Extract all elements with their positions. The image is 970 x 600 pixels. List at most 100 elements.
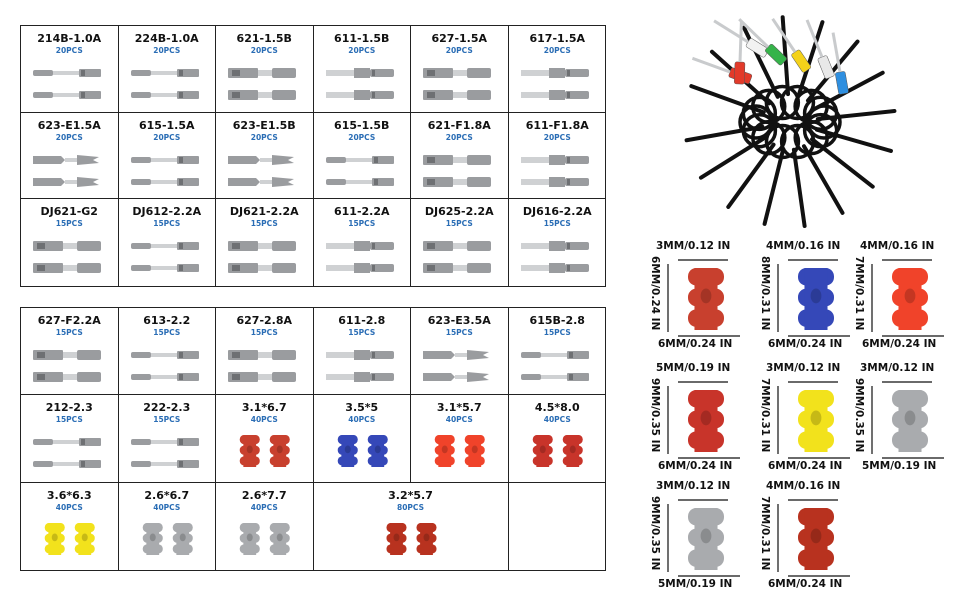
part-quantity: 15PCS — [55, 415, 83, 425]
part-code: 3.1*6.7 — [241, 401, 287, 415]
part-code: 613-2.2 — [143, 314, 191, 327]
seal-spec: 3MM/0.12 IN 9MM/0.35 IN 5MM/0.19 IN — [648, 480, 753, 595]
seal-icon — [871, 259, 944, 337]
part-code: 3.2*5.7 — [388, 488, 433, 502]
terminal-cell: 623-E1.5A 20PCS — [21, 112, 119, 200]
terminal-cell: 615B-2.8 15PCS — [508, 308, 606, 396]
seal-spec: 5MM/0.19 IN 9MM/0.35 IN 6MM/0.24 IN — [648, 362, 753, 477]
terminal-icon — [520, 154, 589, 187]
seal-side-dimension: 9MM/0.35 IN — [649, 496, 661, 571]
tool-arm — [802, 144, 845, 215]
terminal-cell: DJ621-2.2A 15PCS — [216, 199, 314, 286]
seal-spec: 3MM/0.12 IN 7MM/0.31 IN 6MM/0.24 IN — [758, 362, 863, 477]
terminal-icon — [33, 69, 101, 99]
terminal-icon — [130, 242, 199, 273]
part-quantity: 20PCS — [348, 46, 376, 55]
tool-ring — [779, 123, 816, 160]
terminal-grid-bottom: 627-F2.2A 15PCS 613-2.2 15PCS 627-2.8A 15PCS 6… — [20, 307, 606, 571]
seal-side-dimension: 7MM/0.31 IN — [759, 496, 771, 571]
part-code: 623-E3.5A — [427, 314, 491, 327]
part-code: 214B-1.0A — [37, 32, 102, 45]
tool-arm — [791, 147, 807, 228]
seal-icon — [667, 259, 740, 337]
terminal-icon — [423, 241, 491, 274]
seal-spec: 3MM/0.12 IN 9MM/0.35 IN 5MM/0.19 IN — [852, 362, 957, 477]
seal-icon — [667, 381, 740, 459]
part-quantity: 20PCS — [543, 46, 571, 55]
tool-ring — [750, 88, 787, 125]
tool-handle — [734, 21, 746, 85]
terminal-cell: DJ616-2.2A 15PCS — [509, 199, 607, 286]
seal-spec: 4MM/0.16 IN 7MM/0.31 IN 6MM/0.24 IN — [758, 480, 863, 595]
part-code: 615-1.5A — [138, 118, 195, 132]
seal-dimensions-panel: 3MM/0.12 IN 6MM/0.24 IN 6MM/0.24 IN 4MM/0.1… — [630, 236, 970, 600]
terminal-cell: DJ621-G2 15PCS — [21, 199, 119, 286]
terminal-cell: 617-1.5A 20PCS — [508, 26, 606, 113]
part-code: 611-2.8 — [338, 314, 386, 327]
part-quantity: 20PCS — [543, 132, 571, 142]
terminal-cell: 621-F1.8A 20PCS — [411, 112, 509, 200]
tool-ring — [779, 84, 816, 121]
part-quantity: 40PCS — [348, 415, 376, 425]
terminal-icon — [325, 350, 394, 382]
part-code: 224B-1.0A — [134, 32, 199, 45]
tool-ring — [802, 112, 839, 149]
terminal-cell: 611-1.5B 20PCS — [313, 26, 411, 113]
seal-icon — [44, 522, 95, 555]
part-quantity: 15PCS — [250, 328, 278, 337]
seal-cell: 4.5*8.0 40PCS — [508, 395, 606, 483]
empty-cell — [509, 483, 607, 570]
seal-side-dimension: 6MM/0.24 IN — [649, 256, 661, 331]
seal-side-dimension: 7MM/0.31 IN — [853, 256, 865, 331]
terminal-icon — [423, 350, 489, 382]
part-code: 3.6*6.3 — [46, 488, 92, 502]
terminal-cell: 623-E1.5B 20PCS — [216, 112, 314, 200]
seal-bottom-dimension: 5MM/0.19 IN — [658, 578, 733, 590]
seal-side-dimension: 7MM/0.31 IN — [759, 378, 771, 453]
seal-bottom-dimension: 6MM/0.24 IN — [658, 338, 733, 350]
part-quantity: 20PCS — [445, 132, 473, 142]
part-quantity: 20PCS — [153, 46, 181, 55]
part-code: 621-F1.8A — [427, 118, 491, 132]
seal-icon — [532, 435, 583, 468]
tool-arm — [814, 127, 893, 153]
terminal-icon — [228, 241, 296, 274]
part-quantity: 20PCS — [153, 132, 181, 142]
seal-top-dimension: 5MM/0.19 IN — [656, 362, 731, 374]
terminal-cell: 615-1.5A 20PCS — [118, 112, 216, 200]
part-quantity: 20PCS — [445, 46, 473, 55]
seal-cell: 3.2*5.7 80PCS — [314, 482, 509, 570]
terminal-cell: 611-2.8 15PCS — [313, 308, 411, 396]
part-quantity: 80PCS — [397, 502, 424, 512]
seal-icon — [239, 435, 290, 468]
seal-cell: 3.1*6.7 40PCS — [216, 395, 314, 483]
removal-tool-icon — [684, 15, 897, 228]
seal-top-dimension: 4MM/0.16 IN — [766, 480, 841, 492]
terminal-cell: 224B-1.0A 20PCS — [118, 26, 216, 113]
tool-arm — [684, 124, 765, 143]
terminal-icon — [33, 438, 101, 469]
part-quantity: 15PCS — [445, 219, 473, 229]
part-code: 617-1.5A — [529, 32, 586, 45]
seal-cell: 2.6*6.7 40PCS — [119, 482, 216, 570]
part-code: 3.5*5 — [345, 401, 379, 415]
part-code: 611-F1.8A — [525, 118, 589, 132]
seal-cell: 3.6*6.3 40PCS — [21, 482, 119, 570]
terminal-cell: DJ612-2.2A 15PCS — [119, 199, 216, 286]
terminal-icon — [423, 154, 491, 187]
part-code: 4.5*8.0 — [534, 401, 580, 415]
terminal-cell: 214B-1.0A 20PCS — [21, 26, 119, 113]
part-quantity: 15PCS — [348, 328, 376, 337]
terminal-icon — [130, 69, 199, 99]
seal-top-dimension: 3MM/0.12 IN — [860, 362, 935, 374]
tool-arm — [762, 147, 786, 226]
part-quantity: 15PCS — [543, 219, 571, 229]
part-quantity: 40PCS — [445, 415, 473, 425]
tool-arm — [780, 15, 791, 97]
part-quantity: 15PCS — [55, 328, 83, 337]
seal-side-dimension: 9MM/0.35 IN — [853, 378, 865, 453]
part-code: 3.1*5.7 — [436, 401, 482, 415]
seal-side-dimension: 9MM/0.35 IN — [649, 378, 661, 453]
terminal-cell: 222-2.3 15PCS — [118, 395, 216, 483]
seal-cell: 3.1*5.7 40PCS — [411, 395, 509, 483]
